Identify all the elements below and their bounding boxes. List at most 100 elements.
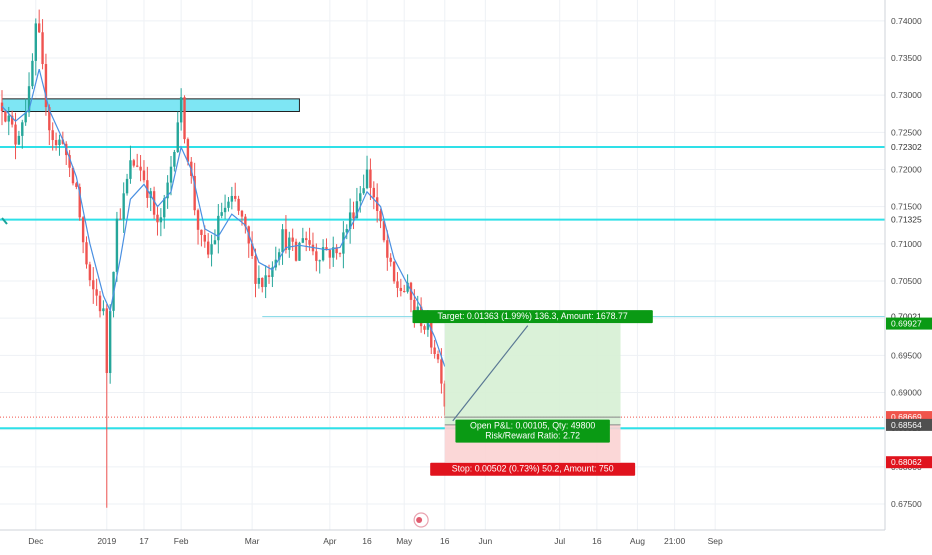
candle-body	[318, 260, 321, 262]
ray-price-label-text: 0.70021	[891, 312, 922, 322]
candle-body	[220, 212, 223, 216]
candle-body	[51, 130, 54, 141]
candle-body	[173, 151, 176, 167]
candle-body	[342, 232, 345, 254]
candle-body	[305, 238, 308, 241]
candle-body	[244, 216, 247, 227]
candlestick-series	[0, 9, 446, 508]
open-pnl-label-text: Open P&L: 0.00105, Qty: 49800	[470, 421, 595, 431]
drawing-anchor-mark[interactable]	[1, 217, 8, 225]
candle-body	[21, 122, 24, 136]
candle-body	[61, 139, 65, 144]
long-position-tool[interactable]: Target: 0.01363 (1.99%) 136.3, Amount: 1…	[412, 310, 653, 476]
candle-body	[433, 347, 436, 355]
stop-price-label-text: 0.68062	[891, 457, 922, 467]
candle-body	[102, 308, 105, 312]
candle-body	[234, 195, 237, 199]
candle-body	[44, 64, 48, 108]
entry-price-label-text: 0.68564	[891, 420, 922, 430]
candle-body	[291, 237, 294, 242]
candle-body	[71, 167, 75, 184]
x-tick-label: 21:00	[664, 536, 686, 546]
x-tick-label: Dec	[28, 536, 44, 546]
candle-body	[129, 160, 132, 179]
x-tick-label: 16	[362, 536, 372, 546]
candle-body	[396, 281, 399, 288]
stop-label[interactable]	[430, 462, 636, 476]
grid-lines	[0, 0, 885, 530]
candle-body	[78, 186, 81, 218]
candle-body	[98, 295, 102, 312]
candle-body	[183, 97, 186, 140]
candle-body	[58, 139, 61, 146]
candle-body	[237, 198, 240, 211]
candle-body	[88, 264, 92, 281]
candle-body	[41, 32, 44, 65]
candle-body	[92, 280, 95, 290]
candle-body	[108, 310, 112, 374]
target-label[interactable]	[412, 310, 653, 324]
candle-body	[440, 359, 443, 384]
candle-body	[176, 122, 179, 152]
y-tick-label: 0.69000	[891, 387, 922, 397]
entry-price-label	[886, 418, 932, 431]
candle-body	[294, 241, 298, 261]
candle-body	[27, 86, 31, 113]
candle-body	[362, 188, 365, 194]
candle-body	[122, 193, 125, 220]
open-pnl-label[interactable]	[455, 419, 610, 443]
candle-body	[4, 110, 7, 122]
x-tick-label: Feb	[174, 536, 189, 546]
candle-body	[308, 240, 311, 245]
candle-body	[389, 257, 392, 262]
candle-body	[95, 289, 98, 296]
candle-body	[430, 322, 433, 348]
candle-body	[166, 182, 169, 199]
y-tick-label: 0.69500	[891, 350, 922, 360]
candle-body	[240, 210, 244, 217]
candle-body	[325, 247, 328, 251]
candle-body	[223, 207, 227, 213]
target-price-label-text: 0.69927	[891, 319, 922, 329]
candle-body	[365, 169, 369, 189]
x-tick-label: Jul	[554, 536, 565, 546]
candle-body	[261, 277, 264, 288]
candle-body	[332, 247, 335, 258]
profit-zone[interactable]	[444, 323, 621, 425]
level-price-label-text: 0.71325	[891, 215, 922, 225]
event-marker-dot	[416, 517, 423, 523]
candle-body	[193, 175, 196, 211]
candle-body	[68, 155, 71, 168]
candle-body	[267, 275, 271, 277]
candle-body	[288, 237, 291, 250]
candle-body	[386, 240, 389, 258]
candle-body	[379, 210, 382, 222]
candle-body	[81, 217, 85, 243]
projection-line	[452, 325, 529, 422]
candle-body	[264, 275, 267, 288]
candle-body	[7, 115, 10, 122]
chart-drawings[interactable]	[0, 98, 885, 430]
target-label-text: Target: 0.01363 (1.99%) 136.3, Amount: 1…	[438, 311, 628, 321]
candle-body	[399, 287, 403, 292]
candle-body	[136, 165, 139, 167]
candle-body	[200, 229, 203, 235]
candle-body	[375, 197, 379, 211]
y-tick-label: 0.72000	[891, 164, 922, 174]
candle-body	[359, 193, 362, 202]
candle-body	[352, 212, 355, 219]
candle-body	[34, 23, 37, 61]
y-tick-label: 0.71500	[891, 202, 922, 212]
candle-body	[284, 229, 288, 250]
candle-body	[24, 112, 27, 123]
x-tick-label: May	[396, 536, 413, 546]
candle-body	[257, 277, 261, 284]
candle-body	[152, 191, 156, 215]
candle-body	[125, 178, 129, 194]
candle-body	[10, 115, 14, 125]
candle-body	[203, 234, 206, 242]
target-price-label	[886, 317, 932, 330]
candle-body	[348, 212, 352, 229]
